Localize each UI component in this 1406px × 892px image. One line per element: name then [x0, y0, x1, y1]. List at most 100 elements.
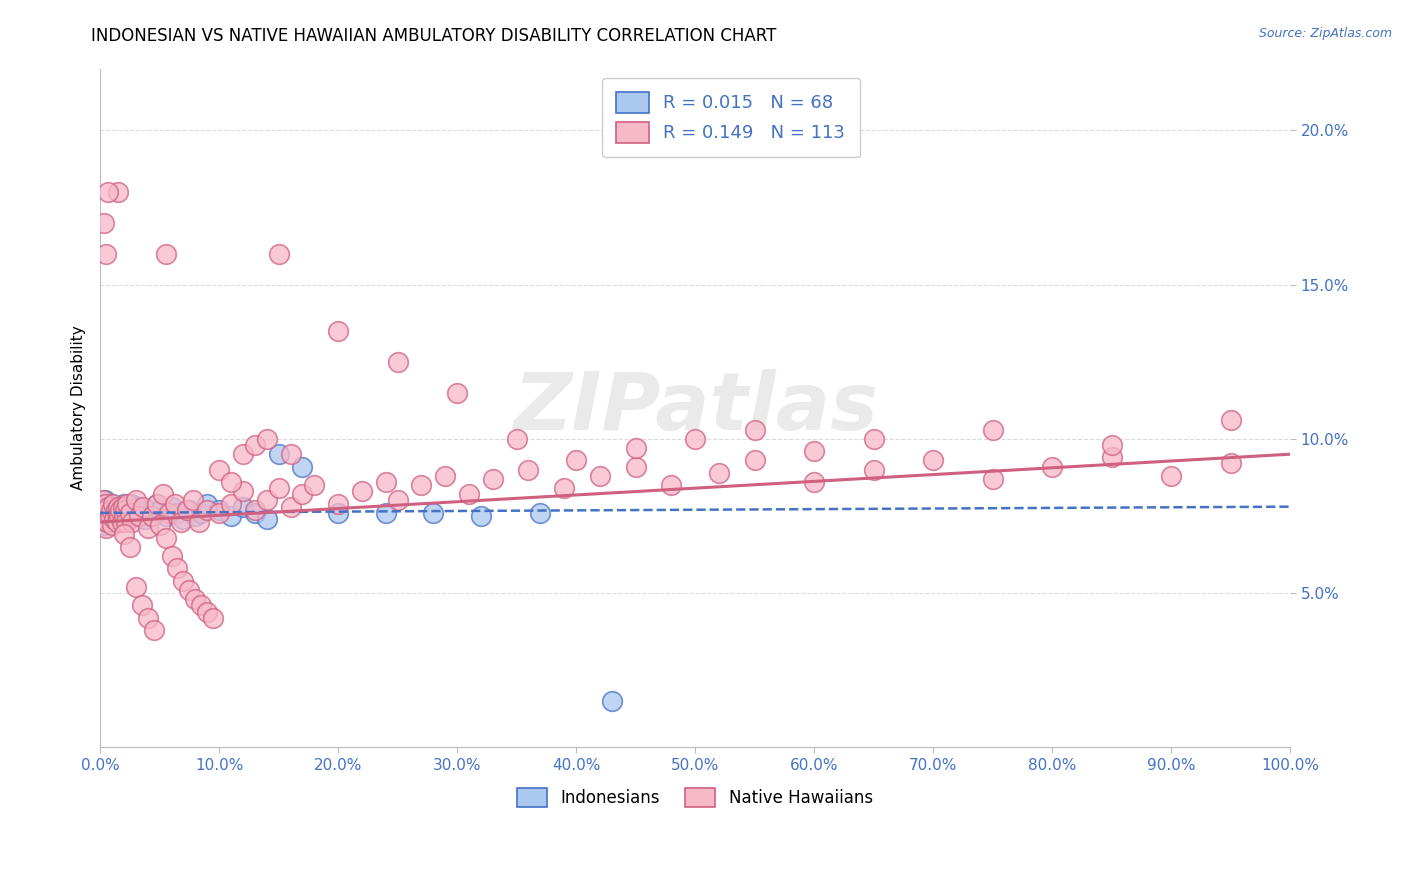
Point [110, 508, 132, 523]
Point [98, 508, 121, 523]
Point [208, 463, 231, 477]
Point [744, 453, 766, 467]
Point [136, 611, 159, 625]
Point [411, 478, 433, 492]
Point [97, 500, 120, 514]
Point [117, 497, 139, 511]
Point [565, 453, 588, 467]
Point [170, 515, 193, 529]
Point [219, 508, 242, 523]
Point [94, 493, 117, 508]
Point [111, 506, 134, 520]
Point [232, 484, 254, 499]
Point [105, 508, 128, 523]
Point [90, 506, 112, 520]
Point [128, 508, 150, 523]
Point [1040, 459, 1063, 474]
Point [243, 506, 266, 520]
Point [96, 497, 118, 511]
Point [131, 599, 153, 613]
Point [232, 500, 254, 514]
Point [470, 508, 492, 523]
Point [91, 500, 114, 514]
Point [93, 518, 115, 533]
Point [862, 463, 884, 477]
Point [101, 508, 124, 523]
Text: ZIPatlas: ZIPatlas [513, 369, 877, 447]
Point [112, 527, 135, 541]
Point [101, 500, 124, 514]
Point [141, 508, 163, 523]
Point [103, 512, 125, 526]
Point [179, 502, 201, 516]
Point [134, 512, 156, 526]
Point [114, 502, 136, 516]
Point [256, 493, 278, 508]
Point [152, 487, 174, 501]
Point [624, 441, 647, 455]
Point [190, 599, 212, 613]
Point [165, 497, 187, 511]
Point [142, 623, 165, 637]
Point [1101, 438, 1123, 452]
Point [184, 592, 207, 607]
Point [172, 574, 194, 588]
Point [121, 515, 143, 529]
Point [219, 475, 242, 489]
Point [118, 506, 141, 520]
Point [280, 500, 302, 514]
Point [97, 185, 120, 199]
Point [94, 497, 117, 511]
Point [256, 512, 278, 526]
Point [155, 531, 177, 545]
Point [291, 459, 314, 474]
Point [304, 478, 326, 492]
Point [149, 502, 172, 516]
Point [96, 515, 118, 529]
Point [232, 447, 254, 461]
Point [93, 512, 115, 526]
Point [624, 459, 647, 474]
Point [862, 432, 884, 446]
Point [155, 246, 177, 260]
Point [326, 506, 349, 520]
Point [176, 502, 198, 516]
Point [195, 605, 218, 619]
Point [160, 549, 183, 563]
Point [114, 502, 136, 516]
Point [922, 453, 945, 467]
Point [142, 506, 165, 520]
Point [104, 502, 127, 516]
Point [94, 502, 117, 516]
Point [97, 500, 120, 514]
Point [90, 506, 112, 520]
Text: Source: ZipAtlas.com: Source: ZipAtlas.com [1258, 27, 1392, 40]
Point [118, 540, 141, 554]
Point [93, 216, 115, 230]
Point [481, 472, 503, 486]
Point [107, 500, 129, 514]
Point [267, 447, 290, 461]
Point [155, 508, 177, 523]
Point [103, 497, 125, 511]
Point [157, 506, 180, 520]
Point [104, 502, 127, 516]
Point [110, 515, 132, 529]
Point [517, 463, 540, 477]
Point [291, 487, 314, 501]
Point [97, 512, 120, 526]
Point [243, 438, 266, 452]
Point [107, 500, 129, 514]
Point [131, 506, 153, 520]
Point [267, 246, 290, 260]
Point [219, 497, 242, 511]
Point [195, 497, 218, 511]
Point [136, 521, 159, 535]
Point [93, 497, 115, 511]
Point [136, 502, 159, 516]
Point [103, 515, 125, 529]
Point [187, 515, 209, 529]
Point [981, 472, 1004, 486]
Point [120, 497, 142, 511]
Point [179, 582, 201, 597]
